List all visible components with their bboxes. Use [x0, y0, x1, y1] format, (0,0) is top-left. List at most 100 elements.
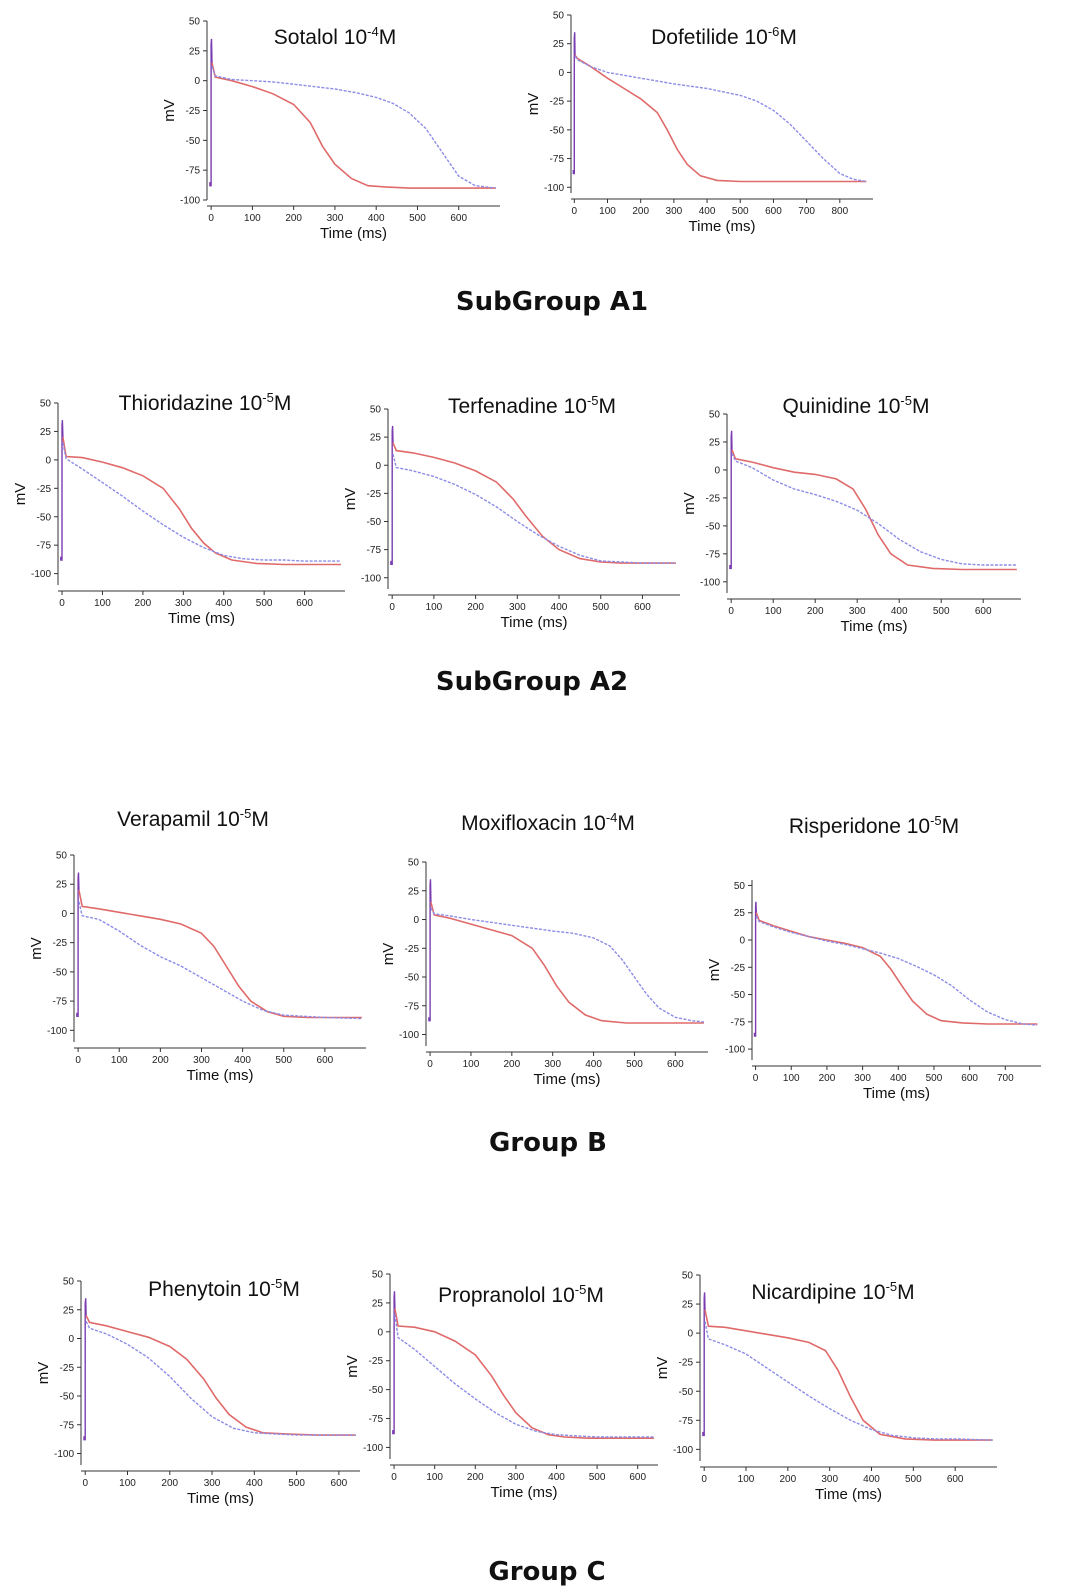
x-axis-label: Time (ms): [320, 225, 387, 242]
y-tick-label: -100: [47, 1026, 67, 1037]
y-tick-label: 25: [40, 427, 52, 438]
y-tick-label: 25: [682, 1300, 694, 1311]
y-tick-label: 25: [553, 39, 565, 50]
x-tick-label: 300: [327, 213, 344, 224]
panel-terfenadine: Terfenadine 10-5M 50 25 0 -25 -50 -75 -100 0 100 2…: [342, 393, 680, 631]
y-tick-label: -75: [369, 1414, 384, 1425]
panel-title: Risperidone 10-5M: [789, 813, 959, 838]
x-tick-label: 400: [551, 602, 568, 613]
y-tick-label: 50: [372, 1270, 384, 1281]
x-tick-label: 200: [632, 206, 649, 217]
y-axis-label: mV: [35, 1362, 52, 1385]
x-tick-label: 200: [161, 1478, 178, 1489]
panel-verapamil: Verapamil 10-5M 50 25 0 -25 -50 -75 -100 0 100 200…: [28, 806, 366, 1084]
trace-drug: [430, 907, 704, 1023]
y-tick-label: 0: [558, 68, 564, 79]
y-tick-label: -100: [544, 183, 564, 194]
x-tick-label: 500: [905, 1474, 922, 1485]
y-tick-label: -100: [399, 1030, 419, 1041]
y-tick-label: 25: [189, 46, 201, 57]
x-axis-label: Time (ms): [841, 618, 908, 635]
x-tick-label: 300: [849, 606, 866, 617]
x-tick-label: 600: [975, 606, 992, 617]
upstroke-spike: [729, 430, 733, 570]
trace-control: [85, 1315, 356, 1436]
panel-sotalol: Sotalol 10-4M 50 25 0 -25 -50 -75 -100 0 100 200 30…: [161, 17, 500, 242]
x-tick-label: 100: [111, 1055, 128, 1066]
x-tick-label: 0: [75, 1055, 81, 1066]
x-tick-label: 0: [572, 206, 578, 217]
y-axis-label: mV: [28, 937, 45, 960]
trace-control: [731, 449, 1017, 571]
x-tick-label: 300: [204, 1478, 221, 1489]
x-tick-label: 500: [926, 1073, 943, 1084]
x-axis-label: Time (ms): [501, 614, 568, 631]
x-axis-label: Time (ms): [534, 1071, 601, 1088]
x-tick-label: 100: [463, 1059, 480, 1070]
x-tick-label: 200: [503, 1059, 520, 1070]
upstroke-spike: [83, 1298, 87, 1441]
trace-control: [755, 912, 1038, 1025]
x-tick-label: 0: [753, 1073, 759, 1084]
y-tick-label: -25: [367, 489, 382, 500]
y-tick-label: -50: [367, 517, 382, 528]
panel-title: Thioridazine 10-5M: [119, 390, 292, 415]
panel-title: Quinidine 10-5M: [783, 393, 930, 418]
x-axis-label: Time (ms): [815, 1486, 882, 1503]
x-tick-label: 0: [389, 602, 395, 613]
x-tick-label: 200: [819, 1073, 836, 1084]
x-tick-label: 100: [119, 1478, 136, 1489]
y-tick-label: -50: [679, 1387, 694, 1398]
x-tick-label: 0: [728, 606, 734, 617]
x-tick-label: 600: [961, 1073, 978, 1084]
y-tick-label: -50: [53, 967, 68, 978]
y-tick-label: 0: [739, 936, 745, 947]
x-tick-label: 500: [933, 606, 950, 617]
panel-nicardipine: Nicardipine 10-5M 50 25 0 -25 -50 -75 -100 0 100 2…: [654, 1271, 997, 1503]
x-tick-label: 300: [508, 1472, 525, 1483]
trace-drug: [62, 442, 341, 562]
y-tick-label: 0: [687, 1329, 693, 1340]
y-tick-label: -75: [706, 549, 721, 560]
y-axis-label: mV: [344, 1355, 361, 1378]
x-tick-label: 200: [152, 1055, 169, 1066]
upstroke-spike: [76, 872, 80, 1017]
y-tick-label: -25: [37, 484, 52, 495]
trace-drug: [78, 901, 362, 1020]
upstroke-spike: [702, 1292, 706, 1437]
y-tick-label: 0: [68, 1334, 74, 1345]
panel-dofetilide: Dofetilide 10-6M 50 25 0 -25 -50 -75 -100 0 100 20…: [525, 11, 873, 235]
y-tick-label: -100: [363, 1443, 383, 1454]
y-tick-label: 50: [734, 881, 746, 892]
y-tick-label: -75: [37, 541, 52, 552]
group-title-b: Group B: [489, 1128, 607, 1158]
y-axis-label: mV: [654, 1357, 671, 1380]
y-axis-label: mV: [342, 488, 359, 511]
panel-title: Nicardipine 10-5M: [751, 1279, 914, 1304]
x-tick-label: 500: [409, 213, 426, 224]
x-tick-label: 600: [629, 1472, 646, 1483]
y-axis-label: mV: [706, 959, 723, 982]
y-tick-label: 25: [372, 1298, 384, 1309]
upstroke-spike: [209, 38, 213, 187]
y-tick-label: 0: [714, 465, 720, 476]
y-tick-label: 25: [63, 1305, 75, 1316]
y-tick-label: -75: [679, 1416, 694, 1427]
y-tick-label: -25: [550, 97, 565, 108]
y-tick-label: -75: [53, 997, 68, 1008]
y-tick-label: -50: [60, 1392, 75, 1403]
x-axis-label: Time (ms): [491, 1484, 558, 1501]
x-tick-label: 400: [368, 213, 385, 224]
x-tick-label: 600: [765, 206, 782, 217]
x-tick-label: 100: [426, 1472, 443, 1483]
y-tick-label: -25: [679, 1358, 694, 1369]
upstroke-spike: [428, 879, 432, 1022]
y-tick-label: -75: [550, 154, 565, 165]
trace-drug: [394, 1314, 654, 1438]
x-tick-label: 300: [666, 206, 683, 217]
x-tick-label: 100: [94, 598, 111, 609]
upstroke-spike: [60, 420, 64, 561]
x-tick-label: 600: [667, 1059, 684, 1070]
trace-drug: [211, 66, 496, 189]
